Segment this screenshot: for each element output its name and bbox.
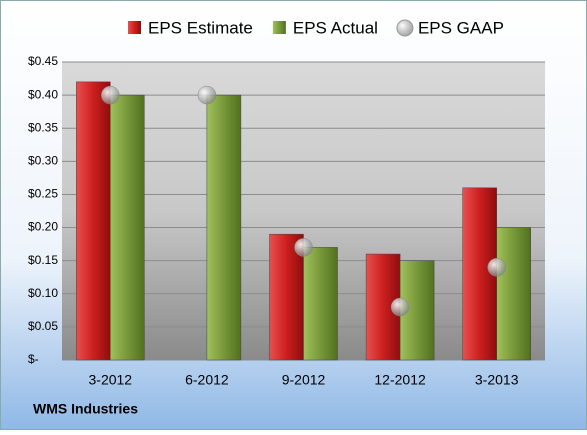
point	[101, 85, 120, 105]
y-tick-label: $-	[28, 352, 39, 366]
caption: WMS Industries	[33, 401, 138, 417]
y-tick-label: $0.45	[28, 54, 58, 68]
legend-label: EPS GAAP	[418, 18, 504, 37]
legend-swatch	[128, 21, 141, 34]
bar	[110, 94, 145, 361]
y-tick-label: $0.10	[28, 286, 58, 300]
x-tick-label: 12-2012	[374, 372, 426, 388]
legend-swatch	[396, 19, 414, 37]
y-tick-label: $0.20	[28, 220, 58, 234]
x-tick-label: 6-2012	[185, 372, 229, 388]
legend-label: EPS Actual	[293, 18, 378, 37]
bar	[76, 81, 111, 361]
y-tick-label: $0.30	[28, 154, 58, 168]
y-tick-label: $0.25	[28, 187, 58, 201]
point	[390, 297, 410, 317]
legend-swatch	[272, 21, 286, 34]
bar	[269, 233, 304, 361]
y-tick-label: $0.15	[28, 253, 58, 267]
y-tick-label: $0.05	[28, 319, 58, 333]
x-tick-label: 3-2012	[89, 372, 133, 388]
point	[197, 85, 217, 105]
legend-label: EPS Estimate	[148, 18, 253, 37]
x-tick-label: 9-2012	[282, 372, 326, 388]
y-tick-label: $0.35	[28, 120, 58, 134]
bar	[206, 94, 242, 361]
x-tick-label: 3-2013	[475, 372, 519, 388]
bar	[496, 227, 531, 361]
bar	[303, 247, 338, 361]
point	[487, 258, 506, 277]
point	[294, 238, 313, 257]
y-tick-label: $0.40	[28, 87, 58, 101]
